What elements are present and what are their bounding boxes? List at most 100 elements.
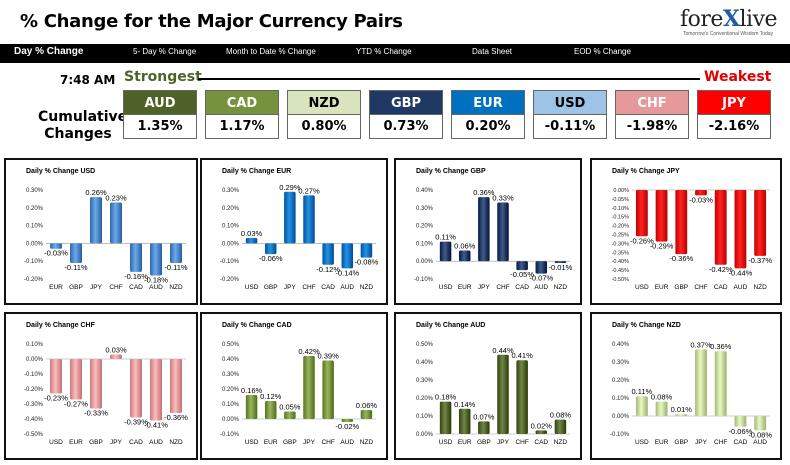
bar-eur	[264, 401, 277, 419]
y-tick-label: -0.30%	[24, 402, 44, 408]
tab-day-change[interactable]: Day % Change	[14, 46, 84, 57]
x-category-label: GBP	[89, 439, 103, 446]
currency-box-usd: USD -0.11%	[533, 90, 607, 139]
bar-cad	[130, 243, 142, 272]
tab-ytd-change[interactable]: YTD % Change	[356, 47, 412, 56]
data-label: -0.06%	[729, 427, 753, 436]
y-tick-label: 0.30%	[416, 378, 434, 384]
bar-aud	[150, 243, 162, 276]
bar-nzd	[754, 190, 767, 256]
logo-tagline: Tomorrow's Conventional Wisdom Today	[683, 31, 774, 37]
data-label: -0.39%	[124, 418, 148, 427]
tab-5-day-change[interactable]: 5- Day % Change	[133, 47, 197, 56]
data-label: 0.23%	[105, 193, 127, 202]
chart-title: Daily % Change CAD	[222, 322, 292, 329]
y-tick-label: 0.10%	[612, 396, 630, 402]
x-category-label: USD	[49, 439, 63, 446]
y-tick-label: -0.05%	[612, 197, 630, 203]
x-category-label: EUR	[264, 439, 278, 446]
y-tick-label: 0.10%	[416, 241, 434, 247]
y-tick-label: -0.35%	[612, 250, 630, 256]
currency-box-gbp: GBP 0.73%	[369, 90, 443, 139]
data-label: 0.12%	[260, 392, 282, 401]
currency-box-cad: CAD 1.17%	[205, 90, 279, 139]
bar-chart: 0.00% -0.05% -0.10% -0.15% -0.20% -0.25% -0.30…	[612, 188, 773, 291]
strongest-label: Strongest	[124, 69, 202, 85]
data-label: 0.06%	[356, 401, 378, 410]
bar-chf	[714, 351, 727, 416]
x-category-label: AUD	[734, 284, 748, 291]
x-category-label: CAD	[129, 284, 143, 291]
x-category-label: NZD	[753, 284, 767, 291]
tab-month-to-date-change[interactable]: Month to Date % Change	[226, 47, 316, 56]
x-category-label: USD	[245, 284, 259, 291]
x-category-label: NZD	[169, 439, 183, 446]
bar-eur	[50, 243, 62, 249]
x-category-label: CHF	[109, 284, 122, 291]
x-category-label: CAD	[734, 439, 748, 446]
bar-jpy	[695, 349, 707, 416]
bar-gbp	[264, 243, 277, 255]
data-label: 0.07%	[473, 412, 495, 421]
y-tick-label: 0.50%	[222, 342, 240, 348]
data-label: -0.27%	[64, 400, 88, 409]
tab-eod-change[interactable]: EOD % Change	[574, 47, 631, 56]
y-tick-label: -0.20%	[24, 277, 44, 283]
forexlive-logo[interactable]: foreXlive Tomorrow's Conventional Wisdom…	[640, 2, 780, 40]
bar-eur	[70, 359, 82, 400]
currency-cumulative-value: -2.16%	[697, 115, 771, 139]
y-tick-label: 0.00%	[26, 357, 44, 363]
bar-chf	[516, 360, 528, 434]
x-category-label: USD	[439, 439, 453, 446]
bar-jpy	[284, 191, 296, 244]
x-category-label: CAD	[515, 284, 529, 291]
x-category-label: JPY	[695, 439, 708, 446]
y-tick-label: 0.20%	[416, 396, 434, 402]
data-label: 0.14%	[454, 400, 476, 409]
bar-aud	[341, 419, 354, 422]
data-label: -0.03%	[689, 195, 713, 204]
bar-nzd	[170, 243, 182, 263]
currency-name: JPY	[697, 90, 771, 115]
chart-title: Daily % Change CHF	[26, 322, 95, 329]
y-tick-label: -0.40%	[24, 417, 44, 423]
y-tick-label: 0.20%	[222, 206, 240, 212]
bar-jpy	[478, 197, 490, 262]
data-label: 0.33%	[492, 193, 514, 202]
x-category-label: AUD	[753, 439, 767, 446]
chart-panel-gbp: Daily % Change GBP 0.40% 0.30% 0.20% 0.10% 0.…	[394, 158, 582, 305]
data-label: 0.06%	[454, 242, 476, 251]
currency-box-jpy: JPY -2.16%	[697, 90, 771, 139]
y-tick-label: 0.20%	[26, 206, 44, 212]
data-label: -0.23%	[44, 394, 68, 403]
bar-chart: 0.40% 0.30% 0.20% 0.10% 0.00% -0.10% 0.11% USD 0…	[610, 340, 772, 446]
bar-aud	[535, 261, 548, 274]
y-tick-label: 0.50%	[416, 342, 434, 348]
bar-usd	[439, 241, 452, 262]
x-category-label: CHF	[496, 284, 509, 291]
data-label: -0.29%	[650, 242, 674, 251]
x-category-label: GBP	[283, 439, 297, 446]
y-tick-label: 0.10%	[222, 402, 240, 408]
x-category-label: CHF	[302, 284, 315, 291]
y-tick-label: 0.20%	[416, 224, 434, 230]
data-label: -0.42%	[709, 265, 733, 274]
logo-wordmark: foreXlive	[680, 6, 778, 32]
bar-usd	[635, 190, 648, 237]
x-category-label: JPY	[303, 439, 316, 446]
bar-gbp	[284, 411, 296, 419]
currency-box-aud: AUD 1.35%	[123, 90, 197, 139]
y-tick-label: 0.10%	[26, 342, 44, 348]
bar-chf	[497, 202, 509, 262]
data-label: -0.44%	[729, 268, 753, 277]
bar-aud	[150, 359, 162, 421]
data-label: -0.07%	[529, 274, 553, 283]
x-category-label: CHF	[515, 439, 528, 446]
data-label: -0.02%	[335, 422, 359, 431]
bar-chart: 0.50% 0.40% 0.30% 0.20% 0.10% 0.00% 0.18% USD 0.…	[416, 342, 571, 446]
tab-data-sheet[interactable]: Data Sheet	[472, 47, 513, 56]
data-label: -0.08%	[748, 430, 772, 439]
y-tick-label: 0.10%	[416, 414, 434, 420]
bar-usd	[439, 401, 452, 434]
x-category-label: NZD	[360, 284, 374, 291]
